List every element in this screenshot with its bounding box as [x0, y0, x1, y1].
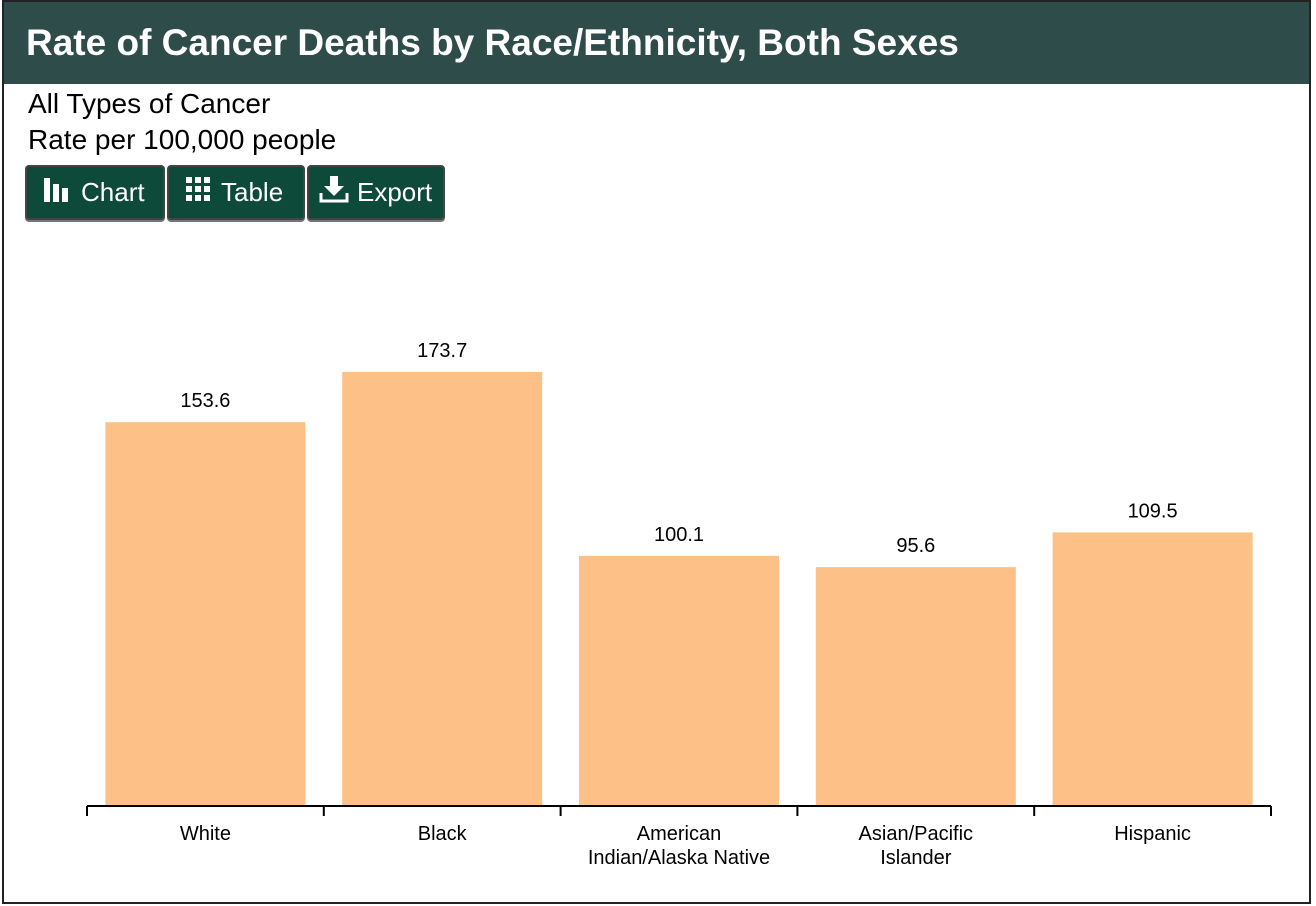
header-bar: Rate of Cancer Deaths by Race/Ethnicity,… [4, 2, 1309, 84]
x-tick-label: White [180, 823, 231, 845]
bar[interactable] [815, 567, 1016, 806]
cancer-type-subtitle: All Types of Cancer [28, 88, 271, 119]
export-button[interactable]: Export [307, 165, 445, 220]
grid-table-icon [185, 176, 213, 209]
bar-value-label: 95.6 [896, 535, 935, 557]
download-icon [319, 175, 349, 210]
rate-unit-subtitle: Rate per 100,000 people [28, 124, 337, 155]
bar-chart: 153.6 White 173.7 Black 100.1 AmericanIndian/… [86, 340, 1272, 869]
bar-value-label: 173.7 [417, 340, 467, 362]
x-tick-label: Asian/Pacific [859, 823, 974, 845]
chart-button-label: Chart [81, 177, 145, 207]
bar-value-label: 153.6 [180, 390, 230, 412]
table-button[interactable]: Table [167, 165, 305, 220]
chart-button[interactable]: Chart [25, 165, 165, 220]
bar-value-label: 100.1 [654, 524, 704, 546]
page-title: Rate of Cancer Deaths by Race/Ethnicity,… [26, 22, 959, 63]
bar[interactable] [105, 422, 306, 806]
bar[interactable] [579, 555, 779, 806]
table-button-label: Table [221, 177, 284, 207]
x-tick-label: Hispanic [1114, 823, 1191, 845]
export-button-label: Export [357, 177, 433, 207]
x-tick-label: Black [418, 823, 468, 845]
bar[interactable] [1052, 532, 1253, 806]
bar-chart-icon [43, 176, 73, 209]
x-tick-label: American [637, 823, 721, 845]
x-tick-label: Islander [880, 847, 951, 869]
bar-value-label: 109.5 [1128, 500, 1178, 522]
x-tick-label: Indian/Alaska Native [588, 847, 770, 869]
bar[interactable] [342, 372, 543, 806]
